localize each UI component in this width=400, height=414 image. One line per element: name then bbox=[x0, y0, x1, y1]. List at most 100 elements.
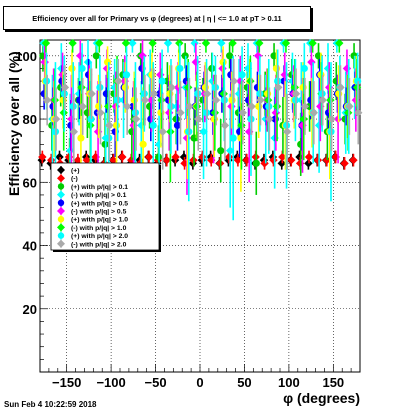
data-point bbox=[73, 155, 83, 165]
x-tick-label: 0 bbox=[196, 375, 203, 390]
data-point bbox=[340, 159, 349, 168]
data-point bbox=[233, 155, 243, 165]
data-point bbox=[238, 71, 246, 79]
data-point bbox=[87, 89, 96, 98]
data-point bbox=[122, 71, 131, 79]
data-point bbox=[171, 152, 180, 162]
legend-marker bbox=[57, 207, 65, 215]
data-point bbox=[327, 114, 336, 124]
y-tick-label: 80 bbox=[23, 112, 37, 127]
data-point bbox=[202, 89, 212, 98]
footer-date: Sun Feb 4 10:22:59 2018 bbox=[4, 400, 97, 409]
y-tick-label: 40 bbox=[23, 239, 37, 254]
data-point bbox=[91, 152, 100, 162]
data-point bbox=[82, 155, 91, 165]
data-point bbox=[51, 114, 61, 124]
data-point bbox=[121, 38, 131, 48]
data-point bbox=[300, 102, 310, 111]
data-point bbox=[274, 83, 283, 92]
data-point bbox=[226, 146, 235, 155]
data-point bbox=[226, 52, 234, 60]
data-point bbox=[199, 127, 208, 136]
data-point bbox=[69, 127, 79, 136]
data-point bbox=[282, 127, 292, 136]
data-point bbox=[78, 64, 86, 73]
data-point bbox=[139, 140, 147, 148]
data-point bbox=[265, 114, 274, 124]
data-point bbox=[163, 38, 173, 48]
data-point bbox=[198, 152, 207, 162]
y-tick-label: 60 bbox=[23, 175, 37, 190]
data-point bbox=[149, 121, 157, 129]
data-point bbox=[95, 38, 104, 48]
data-point bbox=[308, 38, 317, 48]
data-point bbox=[190, 38, 199, 48]
data-point bbox=[47, 155, 56, 165]
data-point bbox=[148, 38, 157, 48]
data-point bbox=[118, 152, 127, 162]
data-point bbox=[256, 95, 265, 105]
data-point bbox=[78, 102, 87, 111]
chart-title: Efficiency over all for Primary vs φ (de… bbox=[32, 13, 282, 23]
data-point bbox=[278, 152, 287, 162]
data-point bbox=[149, 89, 159, 98]
data-point bbox=[300, 64, 308, 73]
data-point bbox=[42, 95, 52, 105]
data-point bbox=[335, 38, 344, 48]
data-point bbox=[60, 83, 70, 92]
data-point bbox=[112, 121, 121, 129]
x-tick-label: −150 bbox=[52, 375, 81, 390]
data-point bbox=[67, 114, 76, 124]
data-point bbox=[131, 114, 141, 124]
data-point bbox=[38, 152, 47, 162]
data-point bbox=[307, 57, 316, 67]
data-point bbox=[194, 114, 203, 124]
data-point bbox=[229, 76, 239, 86]
data-point bbox=[281, 38, 291, 48]
data-point bbox=[122, 102, 132, 111]
legend-entry-label: (-) bbox=[71, 176, 78, 183]
data-point bbox=[173, 121, 182, 129]
data-point bbox=[229, 134, 237, 142]
data-point bbox=[144, 152, 154, 162]
data-point bbox=[331, 152, 340, 162]
data-point bbox=[299, 114, 308, 124]
legend-entry-label: (+) with p/|q| > 1.0 bbox=[71, 217, 128, 224]
legend-entry-label: (+) with p/|q| > 2.0 bbox=[71, 233, 128, 240]
data-point bbox=[68, 38, 77, 48]
x-tick-label: 150 bbox=[322, 375, 344, 390]
legend-entry-label: (-) with p/|q| > 0.1 bbox=[71, 192, 127, 199]
y-tick-label: 20 bbox=[23, 302, 37, 317]
legend-marker bbox=[57, 174, 65, 183]
legend-box bbox=[50, 162, 160, 251]
data-point bbox=[304, 152, 314, 162]
data-point bbox=[176, 108, 185, 117]
data-point bbox=[128, 38, 137, 48]
legend-marker bbox=[57, 216, 65, 223]
legend-entry-label: (-) with p/|q| > 1.0 bbox=[71, 225, 127, 232]
data-point bbox=[217, 38, 226, 48]
legend-marker bbox=[57, 223, 65, 232]
data-point bbox=[109, 155, 118, 165]
data-point bbox=[269, 155, 278, 165]
legend-marker bbox=[57, 199, 65, 206]
data-point bbox=[255, 38, 264, 48]
data-point bbox=[291, 89, 301, 98]
data-point bbox=[158, 127, 167, 136]
x-tick-label: 100 bbox=[278, 375, 300, 390]
data-point bbox=[260, 159, 269, 168]
legend-entry-label: (+) bbox=[71, 168, 80, 175]
data-point bbox=[77, 134, 85, 142]
data-point bbox=[201, 38, 211, 48]
x-tick-label: −100 bbox=[96, 375, 125, 390]
data-point bbox=[247, 102, 256, 111]
x-tick-label: −50 bbox=[145, 375, 167, 390]
data-point bbox=[162, 155, 171, 165]
legend-marker bbox=[57, 183, 65, 190]
data-point bbox=[185, 102, 194, 111]
legend-entry-label: (-) with p/|q| > 2.0 bbox=[71, 241, 127, 248]
data-point bbox=[237, 121, 246, 130]
data-point bbox=[309, 108, 319, 117]
